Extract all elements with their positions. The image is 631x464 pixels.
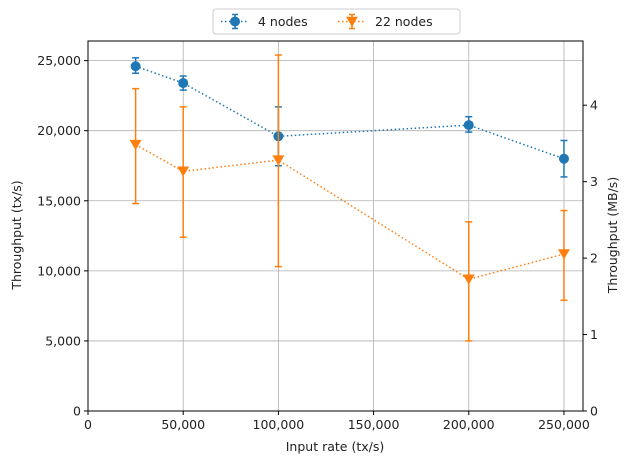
- series-line: [135, 65, 565, 160]
- y-tick-label: 5,000: [45, 333, 81, 348]
- y-tick-label: 0: [73, 404, 81, 419]
- x-tick-label: 250,000: [538, 417, 590, 432]
- data-point: [129, 139, 142, 151]
- data-point: [557, 249, 570, 260]
- y-right-tick-label: 1: [590, 327, 598, 342]
- legend-box: [212, 8, 461, 35]
- legend-marker: [230, 16, 240, 27]
- y-right-tick-label: 3: [590, 174, 598, 189]
- x-tick-label: 200,000: [443, 417, 495, 432]
- plot-series: [129, 54, 570, 342]
- data-point: [463, 120, 474, 131]
- data-point: [177, 166, 190, 177]
- y-right-tick-label: 4: [590, 98, 598, 113]
- axes: 0 50,000 100,000 150,000 200,000 250,00005,00…: [37, 53, 598, 432]
- legend-label: 4 nodes: [258, 14, 308, 29]
- y-right-tick-label: 0: [590, 404, 598, 419]
- legend-marker: [346, 16, 358, 27]
- y-axis-label: Throughput (tx/s): [9, 180, 24, 290]
- plot-frame: [87, 40, 584, 412]
- legend-label: 22 nodes: [375, 14, 433, 29]
- data-point: [130, 61, 141, 72]
- x-tick-label: 100,000: [253, 417, 305, 432]
- legend-item-2: 22 nodes: [338, 13, 433, 30]
- y-right-tick-label: 2: [590, 251, 598, 266]
- data-point: [462, 274, 475, 285]
- y-tick-label: 25,000: [37, 53, 81, 68]
- series-line: [135, 144, 565, 281]
- y-tick-label: 20,000: [37, 123, 81, 138]
- legend: 4 nodes 22 nodes: [212, 8, 461, 35]
- series-1: [130, 57, 569, 178]
- y-tick-label: 15,000: [37, 193, 81, 208]
- data-point: [558, 153, 569, 164]
- x-tick-label: 50,000: [161, 417, 205, 432]
- legend-item-1: 4 nodes: [221, 13, 308, 30]
- y-tick-label: 10,000: [37, 263, 81, 278]
- data-point: [272, 155, 285, 166]
- series-2: [129, 54, 570, 342]
- data-point: [178, 78, 189, 89]
- x-tick-label: 150,000: [348, 417, 400, 432]
- x-axis-label: Input rate (tx/s): [286, 439, 384, 454]
- y-axis-right-label: Throughput (MB/s): [605, 177, 620, 294]
- x-tick-label: 0: [84, 417, 92, 432]
- grid: [87, 41, 583, 412]
